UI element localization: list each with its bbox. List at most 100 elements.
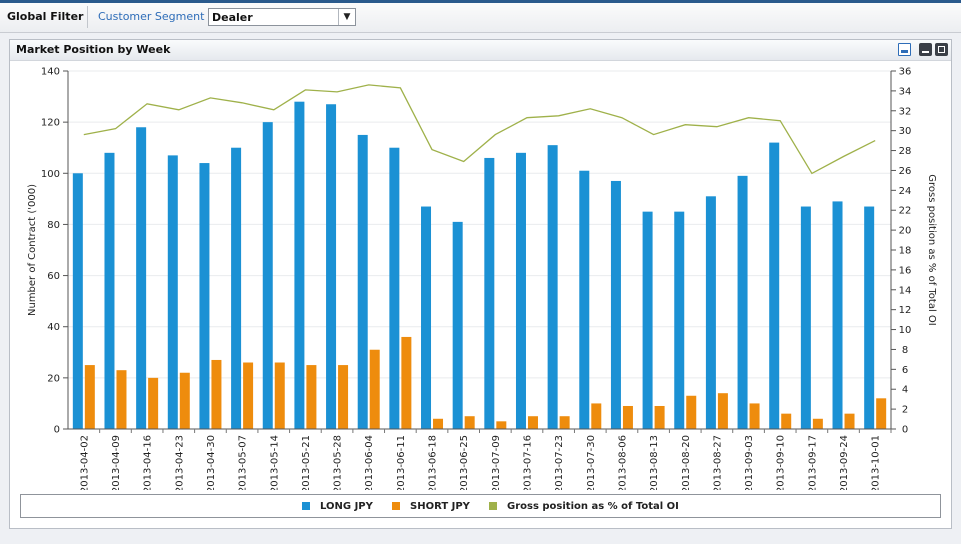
bar-short (591, 403, 602, 429)
bar-long (800, 206, 811, 429)
legend-swatch-short (392, 502, 400, 510)
y2-tick-label: 32 (899, 106, 912, 117)
line-gross-position (83, 84, 876, 175)
x-tick-label: 2013-05-21 (301, 435, 312, 490)
legend-label-short: SHORT JPY (410, 501, 470, 512)
y2-tick-label: 10 (899, 325, 912, 336)
y-axis-title: Number of Contract ('000) (27, 184, 38, 316)
y2-tick-label: 12 (899, 305, 912, 316)
bar-long (547, 145, 558, 429)
bar-short (84, 365, 95, 429)
bar-short (876, 398, 887, 429)
bar-short (211, 359, 222, 429)
bar-long (199, 163, 210, 430)
bar-long (610, 180, 621, 429)
bar-long (642, 211, 653, 429)
maximize-icon[interactable] (935, 43, 948, 56)
bar-long (231, 147, 242, 429)
bar-short (338, 365, 349, 429)
legend-item-short[interactable]: SHORT JPY (392, 501, 470, 512)
legend-item-long[interactable]: LONG JPY (302, 501, 373, 512)
global-filter-title: Global Filter (7, 10, 84, 23)
legend-label-gross: Gross position as % of Total OI (507, 501, 679, 512)
export-icon[interactable] (898, 43, 911, 56)
bar-short (243, 362, 254, 429)
x-tick-label: 2013-09-10 (776, 435, 787, 490)
bar-short (812, 418, 823, 429)
y2-tick-label: 0 (902, 425, 908, 436)
minimize-icon[interactable] (919, 43, 932, 56)
x-tick-label: 2013-04-16 (143, 435, 154, 490)
top-accent-strip (0, 0, 961, 3)
y2-tick-label: 6 (902, 365, 908, 376)
bar-long (136, 127, 147, 429)
bar-short (274, 362, 285, 429)
y-tick-label: 120 (41, 118, 60, 129)
legend-item-gross[interactable]: Gross position as % of Total OI (489, 501, 679, 512)
x-tick-label: 2013-10-01 (871, 435, 882, 490)
customer-segment-value: Dealer (212, 11, 253, 24)
bar-long (515, 152, 526, 429)
bar-short (306, 365, 317, 429)
y2-tick-label: 4 (902, 385, 908, 396)
y-tick-label: 20 (47, 373, 60, 384)
y-tick-label: 60 (47, 271, 60, 282)
x-tick-label: 2013-08-06 (617, 435, 628, 490)
bar-short (749, 403, 760, 429)
y-tick-label: 100 (41, 169, 60, 180)
y2-axis-title: Gross position as % of Total OI (926, 174, 937, 326)
x-tick-label: 2013-06-25 (459, 435, 470, 490)
panel-header: Market Position by Week (10, 40, 951, 61)
bar-short (401, 336, 412, 429)
bar-long (326, 104, 337, 429)
x-tick-label: 2013-07-16 (522, 435, 533, 490)
customer-segment-dropdown[interactable]: Dealer ▼ (208, 8, 356, 26)
y2-tick-label: 34 (899, 86, 912, 97)
bar-short (433, 418, 444, 429)
x-tick-label: 2013-04-02 (79, 435, 90, 490)
bar-long (357, 134, 368, 429)
bar-long (262, 122, 273, 430)
legend-swatch-long (302, 502, 310, 510)
x-tick-label: 2013-07-23 (554, 435, 565, 490)
bar-long (705, 196, 716, 429)
chevron-down-icon[interactable]: ▼ (338, 9, 355, 25)
x-tick-label: 2013-05-14 (269, 435, 280, 490)
x-tick-label: 2013-07-09 (491, 435, 502, 490)
y2-tick-label: 24 (899, 186, 912, 197)
bar-short (179, 372, 190, 429)
bar-short (717, 393, 728, 429)
x-tick-label: 2013-09-03 (744, 435, 755, 490)
y2-tick-label: 20 (899, 226, 912, 237)
x-tick-label: 2013-04-09 (111, 435, 122, 490)
y2-tick-label: 8 (902, 345, 908, 356)
y2-tick-label: 36 (899, 67, 912, 78)
bar-long (452, 221, 463, 429)
y-tick-label: 80 (47, 220, 60, 231)
y2-tick-label: 16 (899, 265, 912, 276)
y2-tick-label: 2 (902, 405, 908, 416)
bar-short (496, 421, 507, 429)
x-tick-label: 2013-08-13 (649, 435, 660, 490)
legend-label-long: LONG JPY (320, 501, 373, 512)
bar-long (167, 155, 178, 429)
x-tick-label: 2013-05-07 (238, 435, 249, 490)
filter-divider (87, 6, 88, 28)
x-tick-label: 2013-05-28 (333, 435, 344, 490)
bar-long (389, 147, 400, 429)
bar-long (737, 175, 748, 429)
y-tick-label: 40 (47, 322, 60, 333)
customer-segment-label: Customer Segment (98, 10, 205, 23)
y-tick-label: 0 (54, 425, 60, 436)
y2-tick-label: 26 (899, 166, 912, 177)
y2-tick-label: 22 (899, 206, 912, 217)
x-tick-label: 2013-06-11 (396, 435, 407, 490)
market-position-panel: Market Position by Week 0 20 40 60 80 100 120 1… (9, 39, 952, 529)
bar-short (622, 405, 633, 429)
bar-short (781, 413, 792, 429)
x-tick-label: 2013-09-24 (839, 435, 850, 490)
legend-swatch-gross (489, 502, 497, 510)
y-tick-label: 140 (41, 67, 60, 78)
bar-short (686, 395, 697, 429)
bar-short (559, 416, 570, 429)
